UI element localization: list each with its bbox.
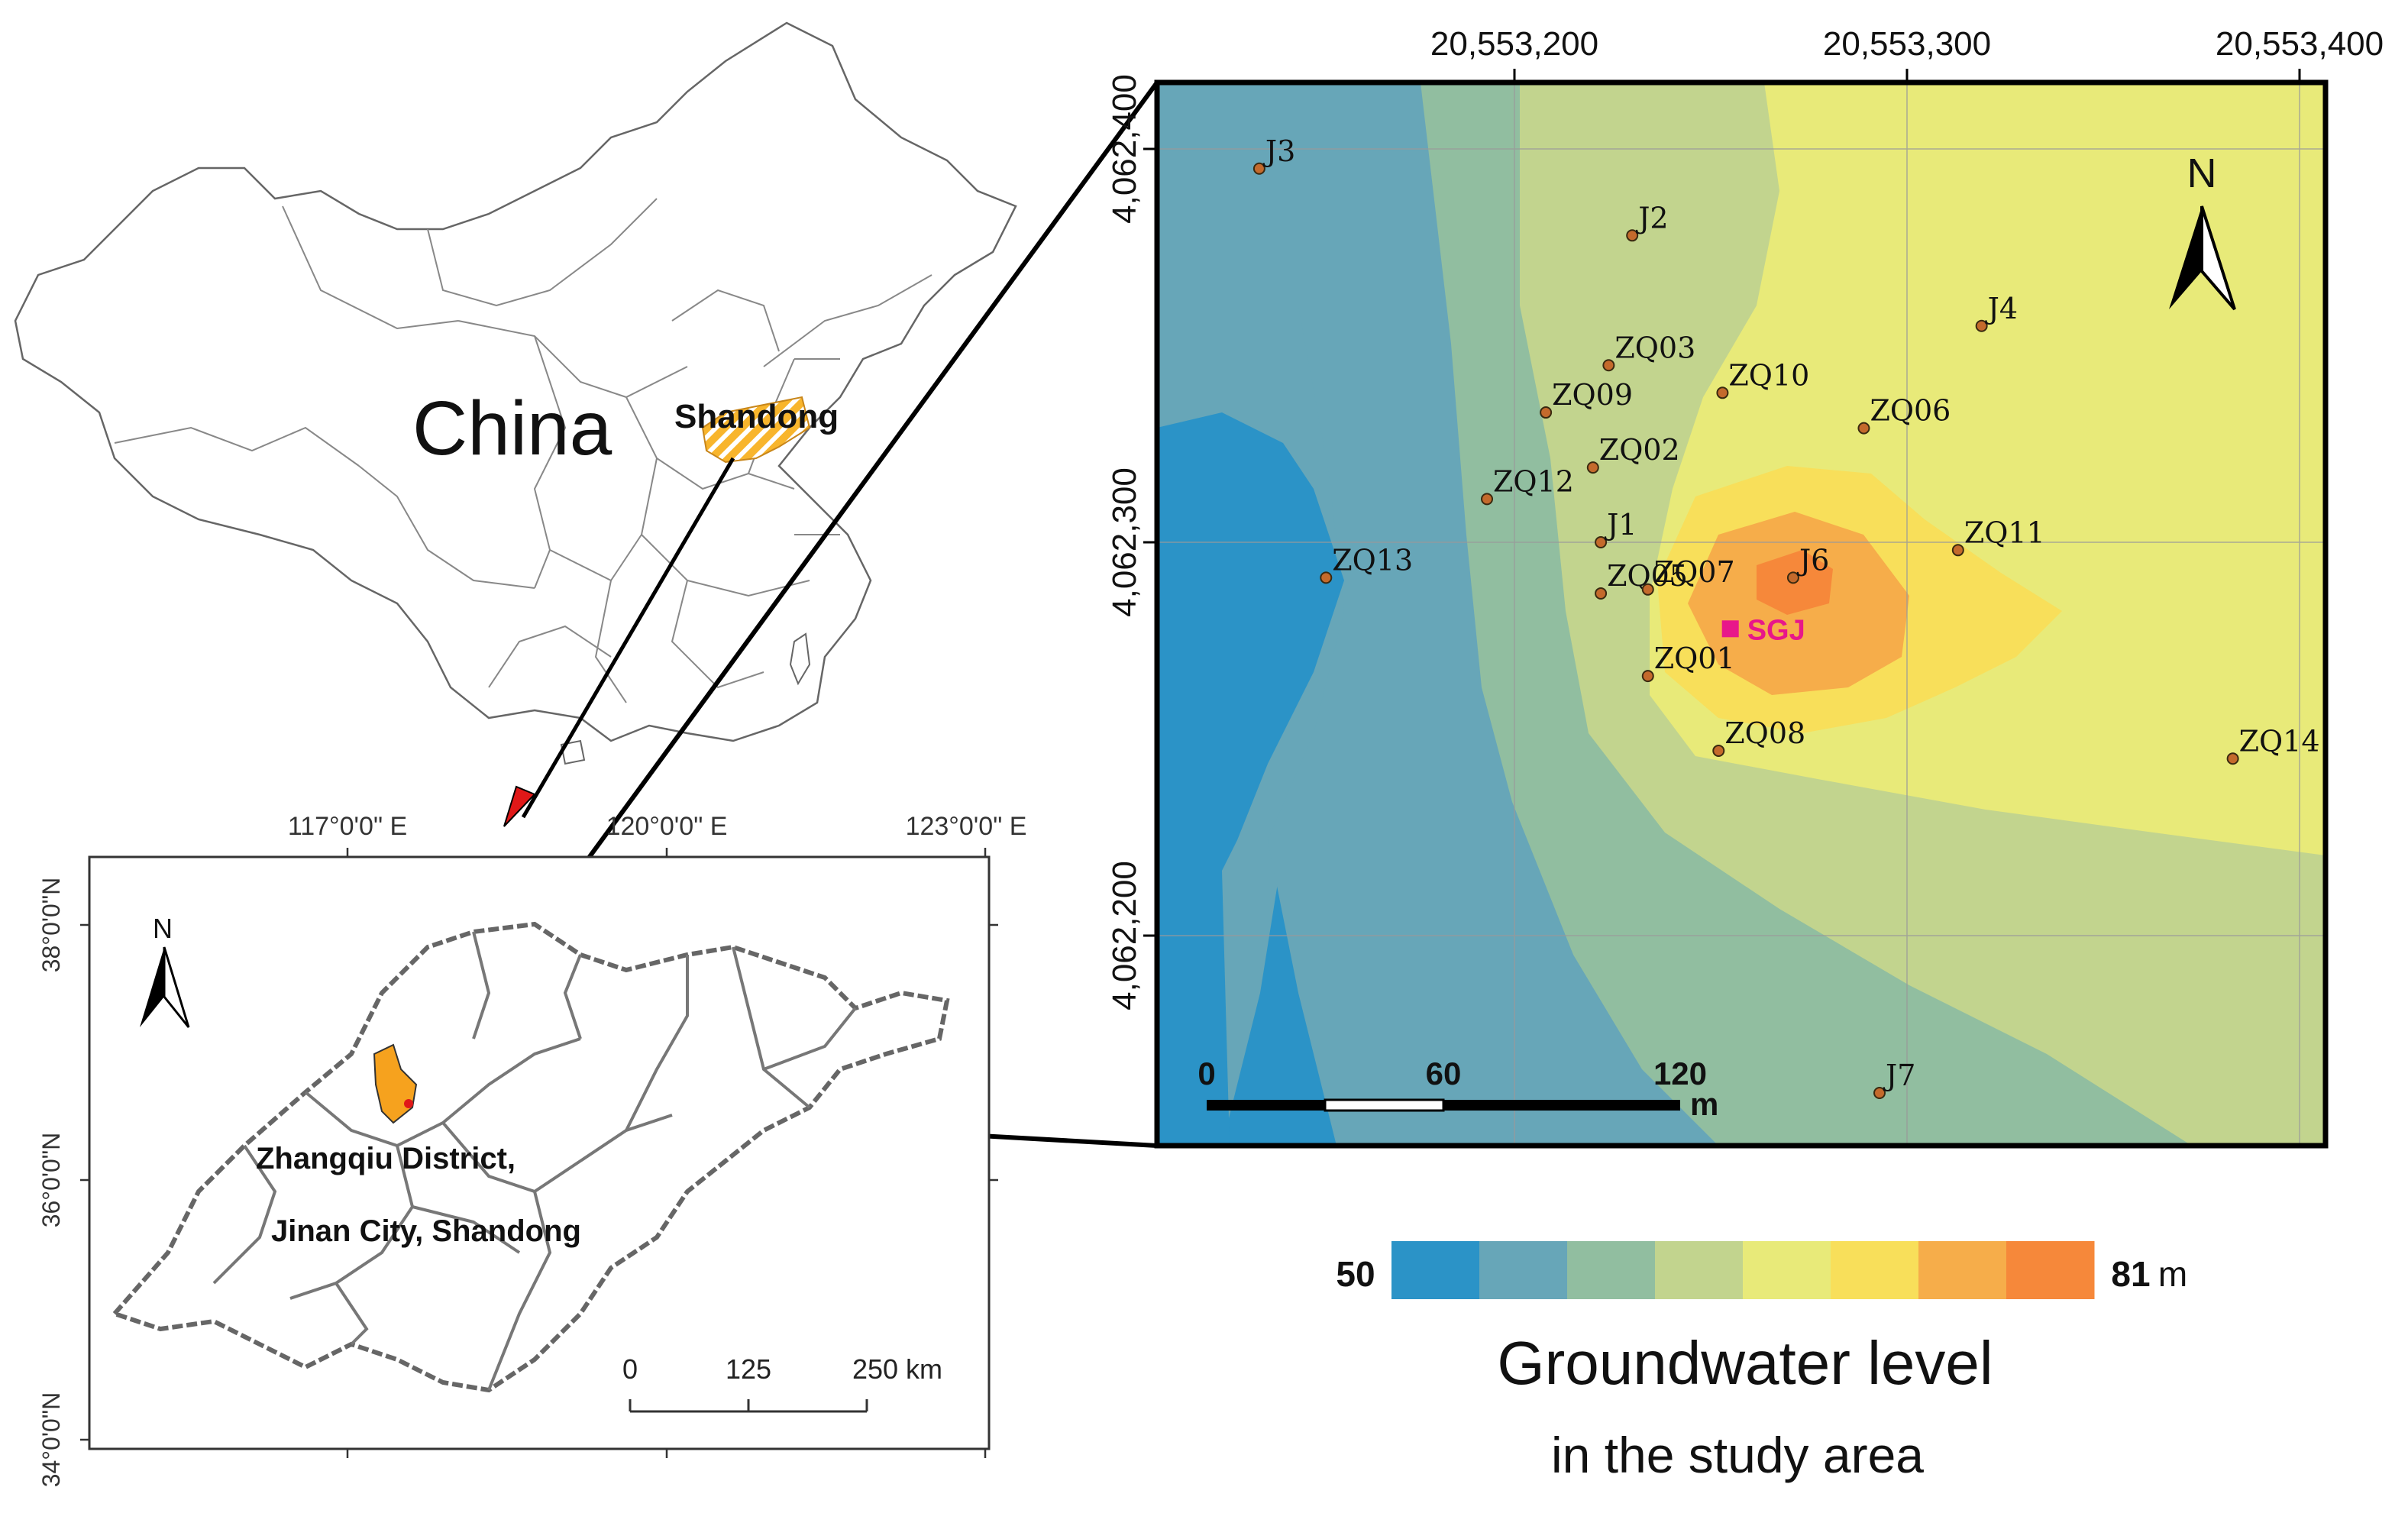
legend-swatch-4: [1655, 1241, 1744, 1299]
well-point-zq03: [1602, 359, 1615, 372]
well-point-zq06: [1857, 422, 1870, 435]
well-label-zq02: ZQ02: [1599, 433, 1680, 467]
hainan-outline: [560, 739, 586, 765]
well-label-zq12: ZQ12: [1493, 464, 1574, 498]
well-point-zq05: [1595, 587, 1608, 600]
legend-max-label: 81: [2111, 1254, 2150, 1294]
study-scale-0: 0: [1198, 1056, 1215, 1091]
red-arrowhead: [503, 785, 536, 827]
well-label-zq14: ZQ14: [2239, 724, 2320, 758]
lon-label-120: 120°0'0" E: [606, 812, 728, 841]
legend-title-line1: Groundwater level: [1497, 1329, 1993, 1397]
well-point-j3: [1252, 162, 1265, 175]
x-tick-20553200: 20,553,200: [1430, 25, 1598, 63]
shandong-north-label: N: [153, 913, 173, 944]
legend-unit: m: [2158, 1254, 2187, 1294]
wells-layer: J3 J2 J4 ZQ03 ZQ10 ZQ09 ZQ06 ZQ02 ZQ12 J1 ZQ11 ZQ13…: [1252, 134, 2320, 1099]
study-grid: [1157, 82, 2326, 1146]
well-point-zq01: [1641, 670, 1654, 683]
well-label-zq11: ZQ11: [1964, 516, 2045, 549]
well-point-j4: [1975, 319, 1988, 332]
well-label-zq10: ZQ10: [1728, 358, 1809, 392]
zhangqiu-label-line1: Zhangqiu District,: [256, 1142, 516, 1175]
study-north-label: N: [2187, 150, 2217, 196]
well-label-j3: J3: [1262, 134, 1295, 168]
study-scale-bar: [1207, 1098, 1680, 1112]
well-point-zq11: [1951, 544, 1964, 557]
x-tick-20553400: 20,553,400: [2216, 25, 2384, 63]
sgj-site-marker: [1721, 620, 1739, 638]
well-point-zq13: [1320, 571, 1333, 584]
legend-color-ramp: [1391, 1241, 2095, 1299]
well-point-zq09: [1540, 406, 1553, 419]
study-north-arrow: [2169, 205, 2236, 311]
well-point-j1: [1595, 536, 1608, 548]
sgj-site-label: SGJ: [1747, 614, 1805, 646]
well-label-zq07: ZQ07: [1654, 555, 1735, 589]
china-outline: [14, 21, 1017, 742]
well-point-j6: [1786, 571, 1799, 584]
legend-swatch-2: [1479, 1241, 1568, 1299]
legend-swatch-5: [1743, 1241, 1831, 1299]
study-scale-60: 60: [1426, 1056, 1462, 1091]
study-frame: [1154, 79, 2329, 1149]
zhangqiu-point: [404, 1099, 413, 1108]
well-label-zq01: ZQ01: [1654, 642, 1735, 675]
shandong-scale-125: 125: [726, 1353, 771, 1385]
legend-swatch-6: [1831, 1241, 1919, 1299]
well-label-j1: J1: [1604, 508, 1637, 542]
study-map: 20,553,200 20,553,300 20,553,400 4,062,4…: [1106, 25, 2384, 1149]
well-label-zq09: ZQ09: [1552, 378, 1633, 412]
well-point-j7: [1873, 1087, 1886, 1099]
groundwater-contours: [1157, 82, 2326, 1146]
legend-swatch-3: [1567, 1241, 1656, 1299]
shandong-highlight: [701, 396, 811, 464]
study-scale-unit: m: [1690, 1086, 1718, 1122]
y-tick-4062400: 4,062,400: [1106, 74, 1143, 224]
well-label-zq06: ZQ06: [1870, 394, 1951, 428]
lat-label-36: 36°0'0"N: [37, 1133, 65, 1228]
shandong-to-detail-arrow: [521, 457, 735, 819]
legend-swatch-8: [2006, 1241, 2095, 1299]
y-tick-4062200: 4,062,200: [1106, 861, 1143, 1010]
well-point-zq08: [1712, 744, 1725, 757]
well-label-j6: J6: [1796, 543, 1829, 577]
taiwan-outline: [789, 632, 811, 686]
shandong-north-arrow: [140, 946, 190, 1028]
well-point-zq02: [1586, 461, 1599, 474]
shandong-scale-250: 250 km: [852, 1353, 942, 1385]
shandong-scale-0: 0: [622, 1353, 638, 1385]
shandong-outline: [110, 921, 950, 1393]
well-label-zq13: ZQ13: [1332, 543, 1413, 577]
lon-label-123: 123°0'0" E: [906, 812, 1027, 841]
well-point-zq10: [1716, 386, 1729, 399]
shandong-label: Shandong: [674, 398, 839, 435]
legend-title-line2: in the study area: [1551, 1427, 1924, 1483]
x-tick-20553300: 20,553,300: [1823, 25, 1991, 63]
china-label: China: [412, 386, 613, 471]
well-point-zq14: [2226, 752, 2239, 765]
lon-label-117: 117°0'0" E: [288, 812, 407, 841]
well-point-j2: [1626, 229, 1639, 242]
well-label-j4: J4: [1985, 292, 2018, 325]
shandong-scale-bar: [629, 1399, 868, 1413]
well-label-zq08: ZQ08: [1724, 716, 1805, 750]
study-scale-120: 120: [1653, 1056, 1707, 1091]
legend-swatch-1: [1391, 1241, 1480, 1299]
china-map: China Shandong: [14, 21, 1017, 765]
well-label-zq03: ZQ03: [1614, 331, 1695, 364]
y-tick-4062300: 4,062,300: [1106, 467, 1143, 617]
lat-label-38: 38°0'0"N: [37, 878, 65, 973]
shandong-map: 117°0'0" E 120°0'0" E 123°0'0" E 38°0'0"…: [37, 812, 1026, 1487]
well-point-zq12: [1481, 493, 1494, 506]
zhangqiu-label-line2: Jinan City, Shandong: [271, 1214, 581, 1248]
lat-label-34: 34°0'0"N: [37, 1392, 65, 1488]
well-label-j7: J7: [1883, 1059, 1915, 1092]
legend-swatch-7: [1918, 1241, 2007, 1299]
well-point-zq07: [1641, 583, 1654, 596]
legend: 50 81 m Groundwater level in the study a…: [1336, 1241, 2187, 1483]
well-label-j2: J2: [1635, 201, 1668, 234]
legend-min-label: 50: [1336, 1254, 1375, 1294]
